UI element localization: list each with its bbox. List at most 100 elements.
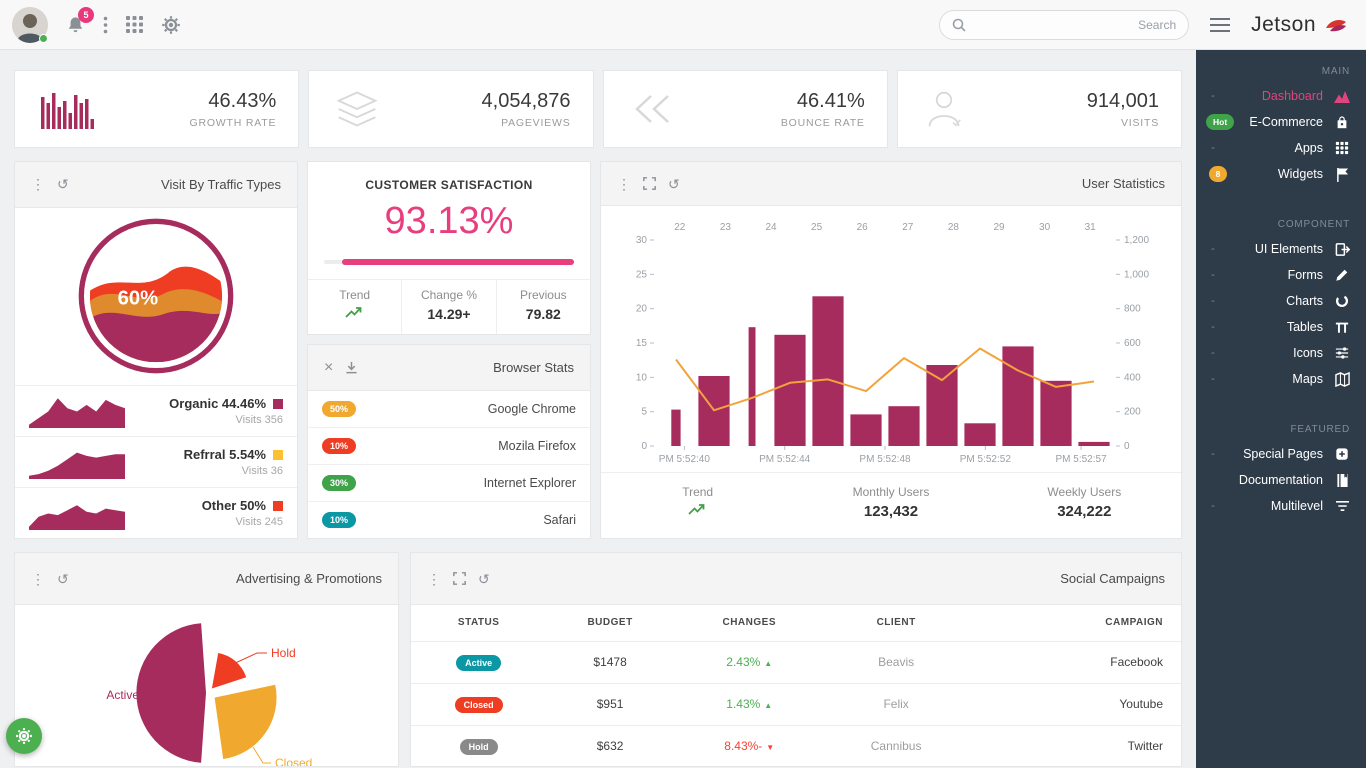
stat-card: 4,054,876PAGEVIEWS [308,70,593,148]
sidebar-item-label: Dashboard [1230,89,1323,103]
stat-value: 4,054,876 [482,90,571,113]
sidebar-item-e-commerce[interactable]: HotE-Commerce [1196,109,1366,135]
sidebar-item-icons[interactable]: -Icons [1196,340,1366,366]
stat-cards-row: 46.43%GROWTH RATE4,054,876PAGEVIEWS46.41… [14,70,1182,148]
sidebar-item-widgets[interactable]: 8Widgets [1196,161,1366,187]
traffic-source-visits: Visits 245 [202,516,283,528]
column-header: CHANGES [674,605,825,641]
sidebar-item-tables[interactable]: -Tables [1196,314,1366,340]
changes-cell: 8.43%-▼ [674,725,825,767]
refresh-icon[interactable]: ↺ [668,177,680,191]
svg-text:1,200: 1,200 [1124,235,1149,246]
user-statistics-chart: 05101520253002004006008001,0001,20022232… [601,206,1181,472]
close-icon[interactable]: × [324,360,333,376]
browser-stat-row[interactable]: 10%Safari [308,501,590,538]
satisfaction-title: CUSTOMER SATISFACTION [308,178,590,192]
sidebar-badge: 8 [1209,166,1228,182]
table-row[interactable]: Hold$6328.43%-▼CannibusTwitter [411,725,1181,767]
trend-label: Trend [601,485,794,499]
apps-grid-icon [1333,141,1351,155]
kebab-menu-icon[interactable] [103,16,108,34]
status-cell: Active [411,641,546,683]
chevron-icon: - [1211,448,1215,460]
customer-satisfaction-panel: CUSTOMER SATISFACTION 93.13% Trend [307,161,591,335]
search-input[interactable] [974,18,1176,32]
legend-color-square [273,450,283,460]
status-badge: Hold [460,739,498,755]
previous-label: Previous [497,288,590,302]
browser-name: Safari [543,513,576,527]
sidebar-item-ui-elements[interactable]: -UI Elements [1196,236,1366,262]
brand-logo-icon [1324,16,1348,34]
user-icon [924,90,964,128]
avatar[interactable] [12,7,48,43]
refresh-icon[interactable]: ↺ [478,572,490,586]
svg-text:30: 30 [636,235,648,246]
sidebar-item-label: E-Commerce [1230,115,1323,129]
advertising-panel: ⋮ ↺ Advertising & Promotions HoldActiveC… [14,552,399,767]
campaign-cell: Twitter [968,725,1181,767]
pencil-icon [1333,268,1351,282]
traffic-source-row[interactable]: Organic 44.46%Visits 356 [15,385,297,436]
sidebar-item-forms[interactable]: -Forms [1196,262,1366,288]
sidebar-item-dashboard[interactable]: -Dashboard [1196,83,1366,109]
sidebar-item-documentation[interactable]: Documentation [1196,467,1366,493]
drag-handle-icon[interactable]: ⋮ [31,572,45,586]
table-row[interactable]: Closed$9511.43%▲FelixYoutube [411,683,1181,725]
traffic-source-visits: Visits 356 [169,414,283,426]
svg-text:PM 5:52:48: PM 5:52:48 [859,454,911,465]
settings-gear-icon[interactable] [161,15,181,35]
table-row[interactable]: Active$14782.43%▲BeavisFacebook [411,641,1181,683]
chevron-icon: - [1211,295,1215,307]
stat-value: 914,001 [1087,90,1159,113]
download-icon[interactable] [345,361,358,375]
sidebar-section-header: MAIN [1196,58,1366,83]
svg-text:25: 25 [811,222,823,233]
bar-chart-icon [41,89,95,129]
sidebar-item-maps[interactable]: -Maps [1196,366,1366,392]
drag-handle-icon[interactable]: ⋮ [617,177,631,191]
svg-text:Closed: Closed [275,756,312,766]
browser-stat-row[interactable]: 50%Google Chrome [308,391,590,427]
sidebar-section-header: FEATURED [1196,416,1366,441]
sidebar-item-charts[interactable]: - Charts [1196,288,1366,314]
budget-cell: $632 [546,725,674,767]
sidebar-item-apps[interactable]: -Apps [1196,135,1366,161]
brand-name: Jetson [1251,13,1316,37]
hamburger-menu-icon[interactable] [1209,17,1231,33]
user-statistics-panel: ⋮ ↺ User Statistics 05101520253002004006… [600,161,1182,539]
svg-text:24: 24 [765,222,777,233]
expand-icon[interactable] [453,572,466,585]
sidebar-item-label: Multilevel [1230,499,1323,513]
search-bar[interactable] [939,10,1189,40]
weekly-users-label: Weekly Users [988,485,1181,499]
main-content: 46.43%GROWTH RATE4,054,876PAGEVIEWS46.41… [0,50,1196,768]
notifications-bell-icon[interactable]: 5 [66,15,85,35]
drag-handle-icon[interactable]: ⋮ [427,572,441,586]
stat-card: 914,001 VISITS [897,70,1182,148]
svg-text:PM 5:52:40: PM 5:52:40 [659,454,711,465]
sidebar-item-label: Charts [1230,294,1323,308]
settings-fab-button[interactable] [6,718,42,754]
browser-stat-row[interactable]: 10%Mozila Firefox [308,427,590,464]
expand-icon[interactable] [643,177,656,190]
refresh-icon[interactable]: ↺ [57,572,69,586]
stat-label: VISITS [1087,117,1159,129]
drag-handle-icon[interactable]: ⋮ [31,177,45,191]
brand[interactable]: Jetson [1251,13,1348,37]
traffic-source-row[interactable]: Refrral 5.54%Visits 36 [15,436,297,487]
refresh-icon[interactable]: ↺ [57,177,69,191]
apps-grid-icon[interactable] [126,16,143,33]
panel-title: Browser Stats [493,360,574,375]
browser-stat-row[interactable]: 30%Internet Explorer [308,464,590,501]
column-header: STATUS [411,605,546,641]
sidebar-item-multilevel[interactable]: -Multilevel [1196,493,1366,519]
traffic-types-panel: ⋮ ↺ Visit By Traffic Types 60 [14,161,298,539]
weekly-users-value: 324,222 [988,503,1181,520]
svg-text:PM 5:52:52: PM 5:52:52 [960,454,1012,465]
chevron-icon: - [1211,269,1215,281]
sidebar-item-special-pages[interactable]: -Special Pages [1196,441,1366,467]
column-header: CLIENT [825,605,968,641]
change-label: Change % [402,288,495,302]
traffic-source-row[interactable]: Other 50%Visits 245 [15,487,297,538]
